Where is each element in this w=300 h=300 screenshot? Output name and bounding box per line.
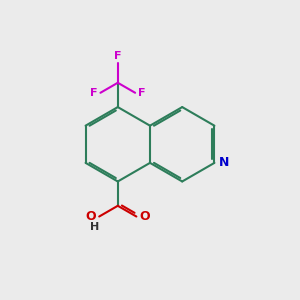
Text: F: F <box>114 51 122 61</box>
Text: F: F <box>90 88 98 98</box>
Text: O: O <box>140 210 150 223</box>
Text: F: F <box>138 88 146 98</box>
Text: H: H <box>90 221 100 232</box>
Text: O: O <box>85 210 96 223</box>
Text: N: N <box>219 156 229 170</box>
